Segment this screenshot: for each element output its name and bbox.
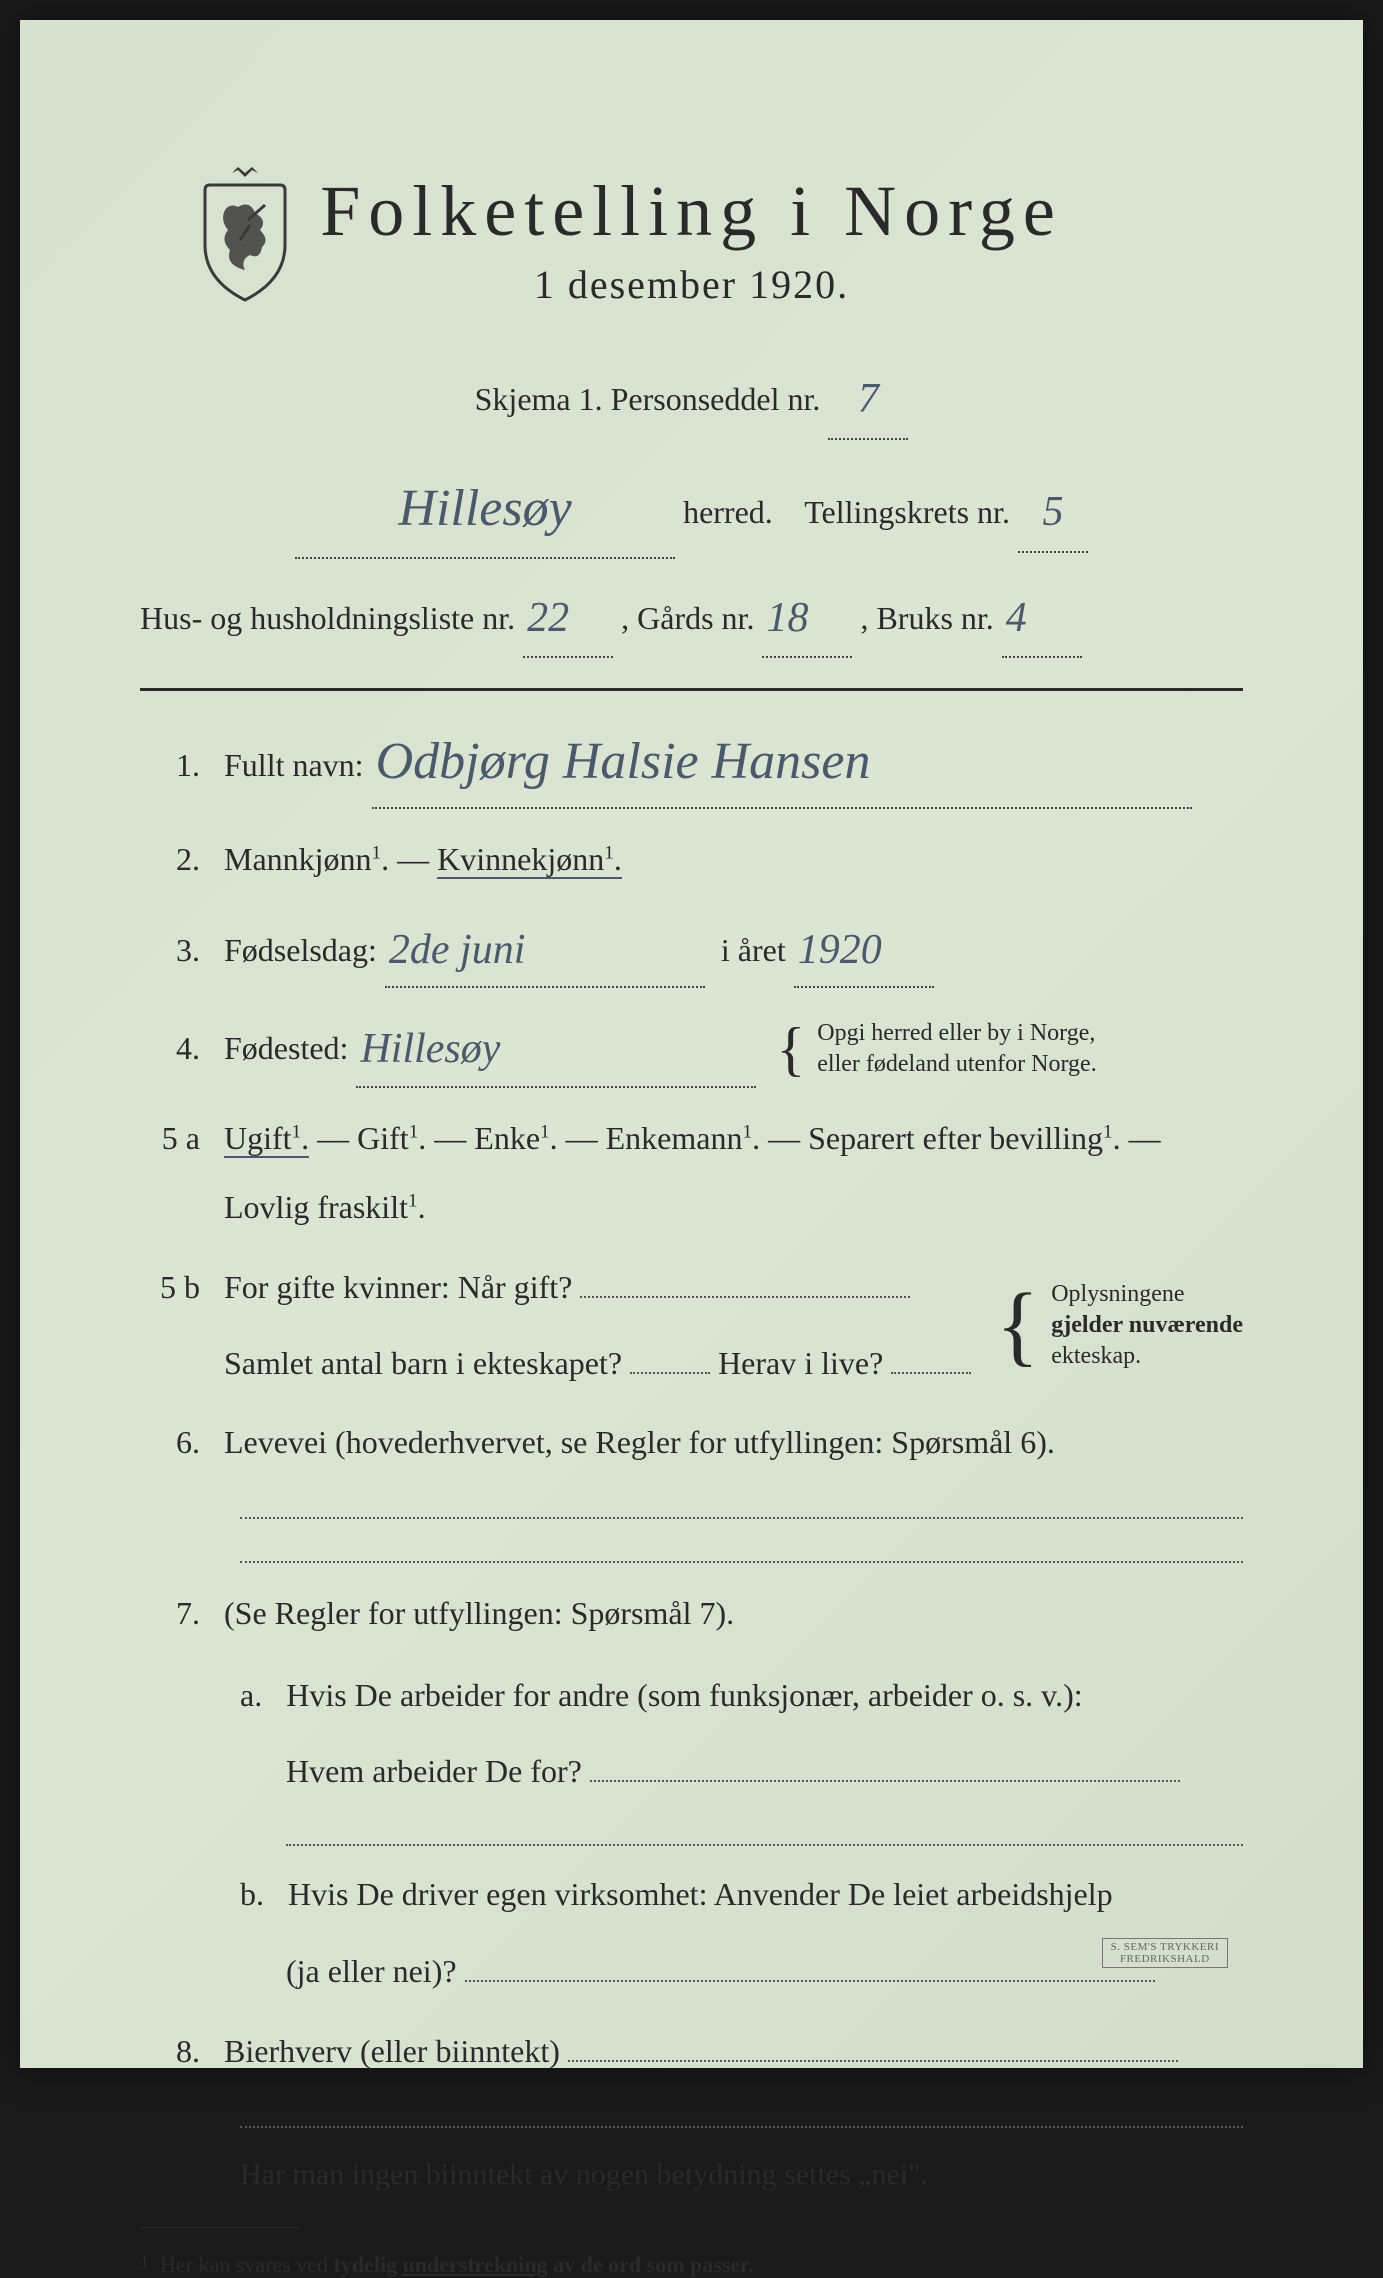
herred-label: herred. (683, 494, 773, 530)
question-5b: 5 b For gifte kvinner: Når gift? Samlet … (140, 1259, 1243, 1392)
question-6: 6. Levevei (hovederhvervet, se Regler fo… (140, 1414, 1243, 1472)
q8-fill (240, 2103, 1243, 2129)
q2-num: 2. (140, 831, 200, 889)
question-4: 4. Fødested: Hillesøy { Opgi herred elle… (140, 1010, 1243, 1088)
q5b-num: 5 b (140, 1259, 200, 1317)
q7-num: 7. (140, 1585, 200, 1643)
tellingskrets-value: 5 (1042, 489, 1063, 535)
q6-num: 6. (140, 1414, 200, 1472)
q6-label: Levevei (hovederhvervet, se Regler for u… (224, 1424, 1055, 1460)
q5a-text: Ugift1. — Gift1. — Enke1. — Enkemann1. —… (224, 1120, 1161, 1156)
gards-label: , Gårds nr. (621, 600, 754, 636)
title-block: Folketelling i Norge 1 desember 1920. (140, 170, 1243, 308)
footnote-marker: 1 (140, 2252, 149, 2272)
q4-label: Fødested: (224, 1020, 348, 1078)
question-1: 1. Fullt navn: Odbjørg Halsie Hansen (140, 713, 1243, 809)
q3-year-label: i året (721, 932, 786, 968)
q4-note-2: eller fødeland utenfor Norge. (817, 1051, 1096, 1077)
question-3: 3. Fødselsdag: 2de juni i året 1920 (140, 911, 1243, 989)
closing-note: Har man ingen biinntekt av nogen betydni… (240, 2146, 1243, 2203)
bruks-value: 4 (1006, 595, 1027, 641)
meta-line-2: Hillesøy herred. Tellingskrets nr. 5 (140, 458, 1243, 559)
q5b-line2b: Herav i live? (718, 1345, 883, 1381)
personseddel-value: 7 (858, 376, 879, 422)
q1-num: 1. (140, 737, 200, 795)
divider-1 (140, 688, 1243, 691)
q5b-note-3: ekteskap. (1051, 1343, 1141, 1369)
meta-line-3: Hus- og husholdningsliste nr. 22 , Gårds… (140, 577, 1243, 659)
q7a-text2: Hvem arbeider De for? (286, 1753, 582, 1789)
form-content: Folketelling i Norge 1 desember 1920. Sk… (70, 60, 1313, 2028)
q4-num: 4. (140, 1020, 200, 1078)
q6-fill-2 (240, 1537, 1243, 1563)
husliste-label: Hus- og husholdningsliste nr. (140, 600, 515, 636)
q7a-label: a. (240, 1677, 262, 1713)
main-title: Folketelling i Norge (140, 170, 1243, 253)
q4-note-1: Opgi herred eller by i Norge, (817, 1020, 1095, 1046)
q5a-num: 5 a (140, 1110, 200, 1168)
q2-label: Mannkjønn1. — Kvinnekjønn1. (224, 841, 622, 877)
brace-icon: { (776, 1034, 805, 1064)
footnote: 1 Her kan svares ved tydelig understrekn… (140, 2252, 1243, 2278)
q8-label: Bierhverv (eller biinntekt) (224, 2033, 560, 2069)
q5a-text2: Lovlig fraskilt1. (224, 1189, 426, 1225)
q1-value: Odbjørg Halsie Hansen (376, 733, 871, 790)
q3-year: 1920 (798, 927, 882, 973)
q1-label: Fullt navn: (224, 747, 364, 783)
q7a-fill (286, 1820, 1243, 1846)
printer-stamp: S. SEM'S TRYKKERI FREDRIKSHALD (1102, 1938, 1228, 1968)
meta-line-1: Skjema 1. Personseddel nr. 7 (140, 358, 1243, 440)
coat-of-arms-icon (190, 165, 300, 305)
q7b-text1: Hvis De driver egen virksomhet: Anvender… (288, 1876, 1113, 1912)
question-2: 2. Mannkjønn1. — Kvinnekjønn1. (140, 831, 1243, 889)
q7b-text2: (ja eller nei)? (286, 1953, 457, 1989)
q5b-line1: For gifte kvinner: Når gift? (224, 1269, 572, 1305)
footnote-text: Her kan svares ved tydelig understreknin… (160, 2252, 753, 2277)
question-5a: 5 a Ugift1. — Gift1. — Enke1. — Enkemann… (140, 1110, 1243, 1237)
subtitle: 1 desember 1920. (140, 261, 1243, 308)
divider-bottom (140, 2227, 300, 2228)
q5b-line2a: Samlet antal barn i ekteskapet? (224, 1345, 622, 1381)
q5b-note-block: { Oplysningene gjelder nuværende ekteska… (996, 1279, 1243, 1373)
question-7a: a. Hvis De arbeider for andre (som funks… (240, 1665, 1243, 1803)
q7a-text1: Hvis De arbeider for andre (som funksjon… (286, 1677, 1082, 1713)
question-8: 8. Bierhverv (eller biinntekt) (140, 2023, 1243, 2081)
stamp-text: S. SEM'S TRYKKERI FREDRIKSHALD (1111, 1941, 1219, 1965)
q5b-note-2: gjelder nuværende (1051, 1312, 1243, 1338)
q3-label: Fødselsdag: (224, 932, 377, 968)
husliste-value: 22 (527, 595, 569, 641)
q5b-note-1: Oplysningene (1051, 1281, 1184, 1307)
question-7b: b. Hvis De driver egen virksomhet: Anven… (240, 1864, 1243, 2002)
skjema-label: Skjema 1. Personseddel nr. (475, 381, 821, 417)
q8-num: 8. (140, 2023, 200, 2081)
bruks-label: , Bruks nr. (860, 600, 993, 636)
brace-icon-2: { (996, 1303, 1039, 1348)
q3-day: 2de juni (389, 927, 525, 973)
gards-value: 18 (766, 595, 808, 641)
q7-label: (Se Regler for utfyllingen: Spørsmål 7). (224, 1595, 734, 1631)
q3-num: 3. (140, 922, 200, 980)
tellingskrets-label: Tellingskrets nr. (804, 494, 1010, 530)
document-page: Folketelling i Norge 1 desember 1920. Sk… (20, 20, 1363, 2068)
q4-note: Opgi herred eller by i Norge, eller føde… (817, 1018, 1096, 1080)
q7b-label: b. (240, 1876, 264, 1912)
q4-value: Hillesøy (360, 1026, 500, 1072)
q6-fill-1 (240, 1494, 1243, 1520)
question-7: 7. (Se Regler for utfyllingen: Spørsmål … (140, 1585, 1243, 1643)
herred-value: Hillesøy (398, 480, 571, 537)
